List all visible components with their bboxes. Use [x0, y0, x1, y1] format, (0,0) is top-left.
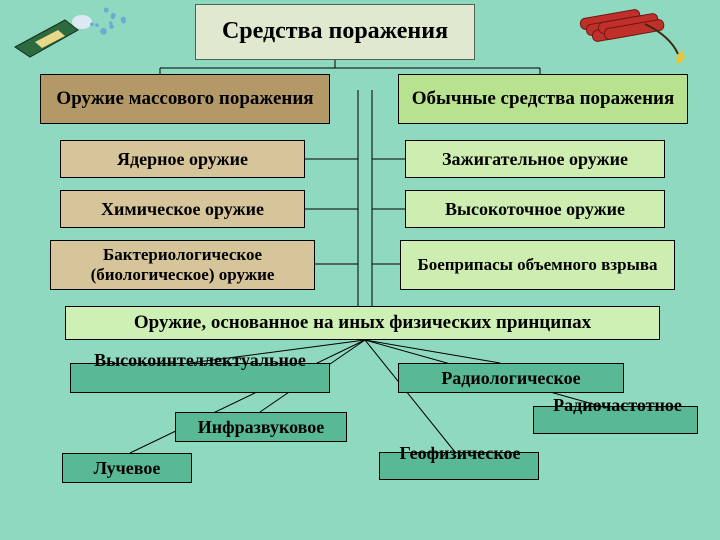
node-volume: Боеприпасы объемного взрыва — [400, 240, 675, 290]
node-chemical: Химическое оружие — [60, 190, 305, 228]
node-infra: Инфразвуковое — [175, 412, 347, 442]
dynamite-icon — [580, 9, 688, 64]
node-conv: Обычные средства поражения — [398, 74, 688, 124]
label-intel_label: Высокоинтеллектуальное — [55, 350, 345, 371]
node-mass: Оружие массового поражения — [40, 74, 330, 124]
node-other: Оружие, основанное на иных физических пр… — [65, 306, 660, 340]
node-radio: Радиологическое — [398, 363, 624, 393]
node-bio: Бактериологическое (биологическое) оружи… — [50, 240, 315, 290]
node-incend: Зажигательное оружие — [405, 140, 665, 178]
diagram-canvas: Средства поражения Оружие массового пораж… — [0, 0, 720, 540]
node-nuclear: Ядерное оружие — [60, 140, 305, 178]
label-freq_label: Радиочастотное — [530, 395, 705, 416]
label-geo_label: Геофизическое — [370, 443, 550, 464]
node-precision: Высокоточное оружие — [405, 190, 665, 228]
champagne-icon — [15, 8, 126, 57]
node-ray: Лучевое — [62, 453, 192, 483]
node-title: Средства поражения — [195, 4, 475, 60]
